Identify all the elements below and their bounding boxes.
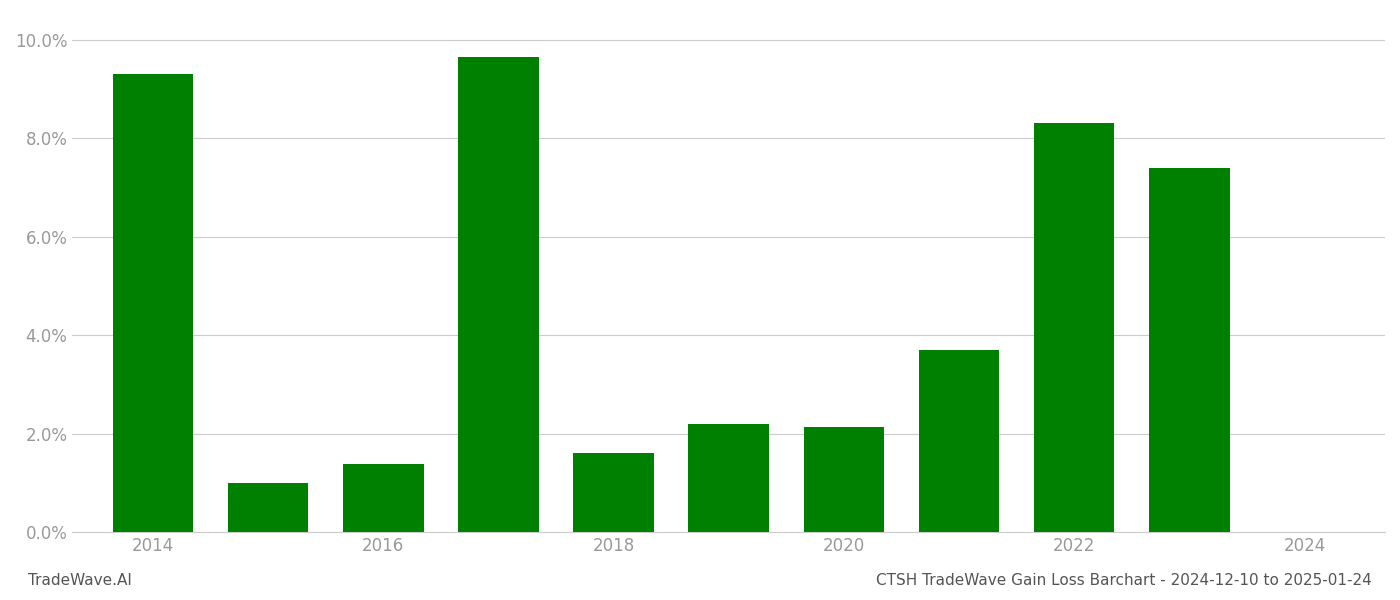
Bar (804, 427, 885, 532)
Bar (1149, 167, 1229, 532)
Text: CTSH TradeWave Gain Loss Barchart - 2024-12-10 to 2025-01-24: CTSH TradeWave Gain Loss Barchart - 2024… (876, 573, 1372, 588)
Bar (573, 454, 654, 532)
Bar (689, 424, 769, 532)
Bar (458, 57, 539, 532)
Text: TradeWave.AI: TradeWave.AI (28, 573, 132, 588)
Bar (228, 483, 308, 532)
Bar (918, 350, 1000, 532)
Bar (343, 464, 424, 532)
Bar (1033, 124, 1114, 532)
Bar (112, 74, 193, 532)
